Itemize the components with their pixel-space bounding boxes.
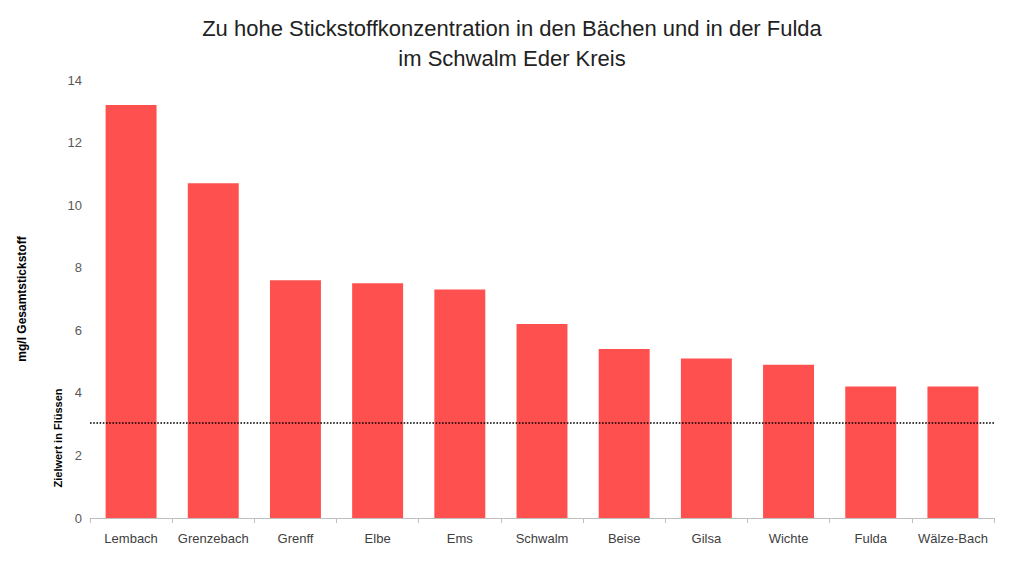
svg-text:10: 10 [68, 198, 82, 213]
svg-text:Elbe: Elbe [365, 531, 391, 546]
svg-text:Zu hohe Stickstoffkonzentratio: Zu hohe Stickstoffkonzentration in den B… [202, 16, 822, 41]
svg-text:Schwalm: Schwalm [516, 531, 569, 546]
svg-text:Grenff: Grenff [278, 531, 314, 546]
svg-text:mg/l Gesamtstickstoff: mg/l Gesamtstickstoff [15, 235, 29, 361]
svg-text:Beise: Beise [608, 531, 641, 546]
svg-text:4: 4 [75, 385, 82, 400]
svg-text:Ems: Ems [447, 531, 474, 546]
svg-text:Gilsa: Gilsa [692, 531, 722, 546]
svg-text:Zielwert in Flüssen: Zielwert in Flüssen [52, 388, 64, 487]
svg-text:14: 14 [68, 73, 82, 88]
svg-text:Wichte: Wichte [769, 531, 809, 546]
svg-text:6: 6 [75, 323, 82, 338]
svg-text:0: 0 [75, 511, 82, 526]
svg-text:im Schwalm Eder Kreis: im Schwalm Eder Kreis [398, 46, 625, 71]
svg-text:2: 2 [75, 448, 82, 463]
svg-text:Lembach: Lembach [104, 531, 157, 546]
svg-text:8: 8 [75, 260, 82, 275]
svg-text:Wälze-Bach: Wälze-Bach [918, 531, 988, 546]
svg-text:12: 12 [68, 135, 82, 150]
svg-text:Fulda: Fulda [854, 531, 887, 546]
svg-text:Grenzebach: Grenzebach [178, 531, 249, 546]
